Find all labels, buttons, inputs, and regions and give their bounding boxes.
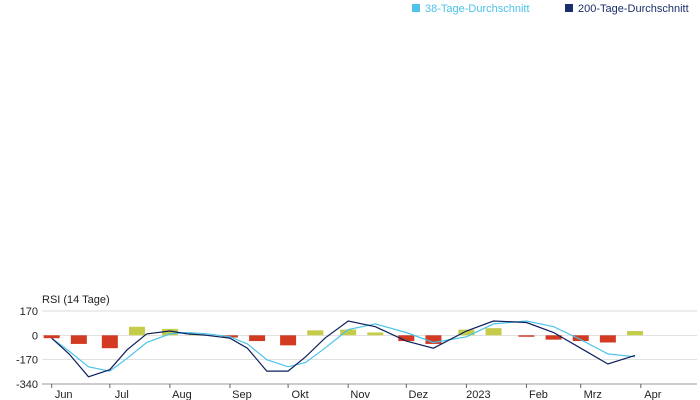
x-tick-label: Mrz bbox=[584, 389, 602, 400]
legend-swatch-ma38 bbox=[412, 4, 420, 12]
rsi-histogram-bar bbox=[367, 332, 384, 336]
x-tick-label: 2023 bbox=[466, 389, 490, 400]
legend-label-ma200: 200-Tage-Durchschnitt bbox=[578, 3, 689, 15]
rsi-histogram-bar bbox=[545, 335, 562, 340]
x-tick-label: Jul bbox=[115, 389, 129, 400]
rsi-histogram-bar bbox=[572, 335, 589, 342]
x-tick-label: Aug bbox=[172, 389, 192, 400]
x-tick-label: Dez bbox=[409, 389, 429, 400]
x-tick-label: Jun bbox=[55, 389, 73, 400]
legend-label-ma38: 38-Tage-Durchschnitt bbox=[425, 3, 530, 15]
rsi-ytick-label: 0 bbox=[32, 330, 38, 342]
rsi-ytick-label: -170 bbox=[16, 355, 38, 367]
rsi-histogram-bar bbox=[128, 326, 145, 336]
rsi-histogram-bar bbox=[485, 328, 502, 336]
legend-swatch-ma200 bbox=[565, 4, 573, 12]
rsi-histogram-bar bbox=[70, 335, 87, 344]
rsi-histogram-bar bbox=[280, 335, 297, 346]
rsi-ytick-label: 170 bbox=[20, 306, 38, 318]
rsi-histogram-bar bbox=[626, 331, 643, 336]
rsi-line-dark bbox=[51, 320, 636, 378]
rsi-histogram-bar bbox=[307, 330, 324, 336]
rsi-ytick-label: -340 bbox=[16, 379, 38, 391]
rsi-title: RSI (14 Tage) bbox=[42, 294, 110, 306]
x-tick-label: Feb bbox=[529, 389, 548, 400]
rsi-histogram-bar bbox=[101, 335, 118, 349]
rsi-histogram-bar bbox=[43, 335, 60, 339]
rsi-histogram-bar bbox=[161, 328, 178, 336]
rsi-histogram-bar bbox=[249, 335, 266, 342]
x-tick-label: Nov bbox=[350, 389, 370, 400]
rsi-histogram-bar bbox=[458, 329, 475, 336]
x-tick-label: Apr bbox=[644, 389, 661, 400]
x-tick-label: Sep bbox=[232, 389, 252, 400]
rsi-histogram-bar bbox=[425, 335, 442, 344]
x-tick-label: Okt bbox=[292, 389, 309, 400]
rsi-histogram-bar bbox=[398, 335, 415, 342]
rsi-histogram-bar bbox=[340, 329, 357, 336]
rsi-histogram-bar bbox=[518, 335, 535, 337]
rsi-histogram-bar bbox=[599, 335, 616, 343]
